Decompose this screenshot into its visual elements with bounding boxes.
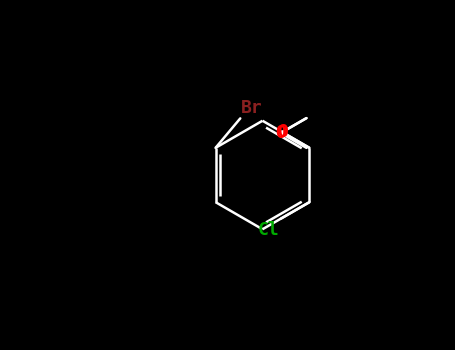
Text: Br: Br bbox=[241, 99, 263, 117]
Text: O: O bbox=[275, 124, 286, 142]
Text: Cl: Cl bbox=[257, 220, 279, 238]
Text: O: O bbox=[277, 123, 288, 141]
